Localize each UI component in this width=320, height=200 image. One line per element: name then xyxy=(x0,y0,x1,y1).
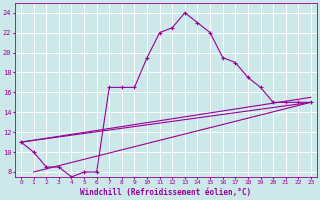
X-axis label: Windchill (Refroidissement éolien,°C): Windchill (Refroidissement éolien,°C) xyxy=(80,188,252,197)
